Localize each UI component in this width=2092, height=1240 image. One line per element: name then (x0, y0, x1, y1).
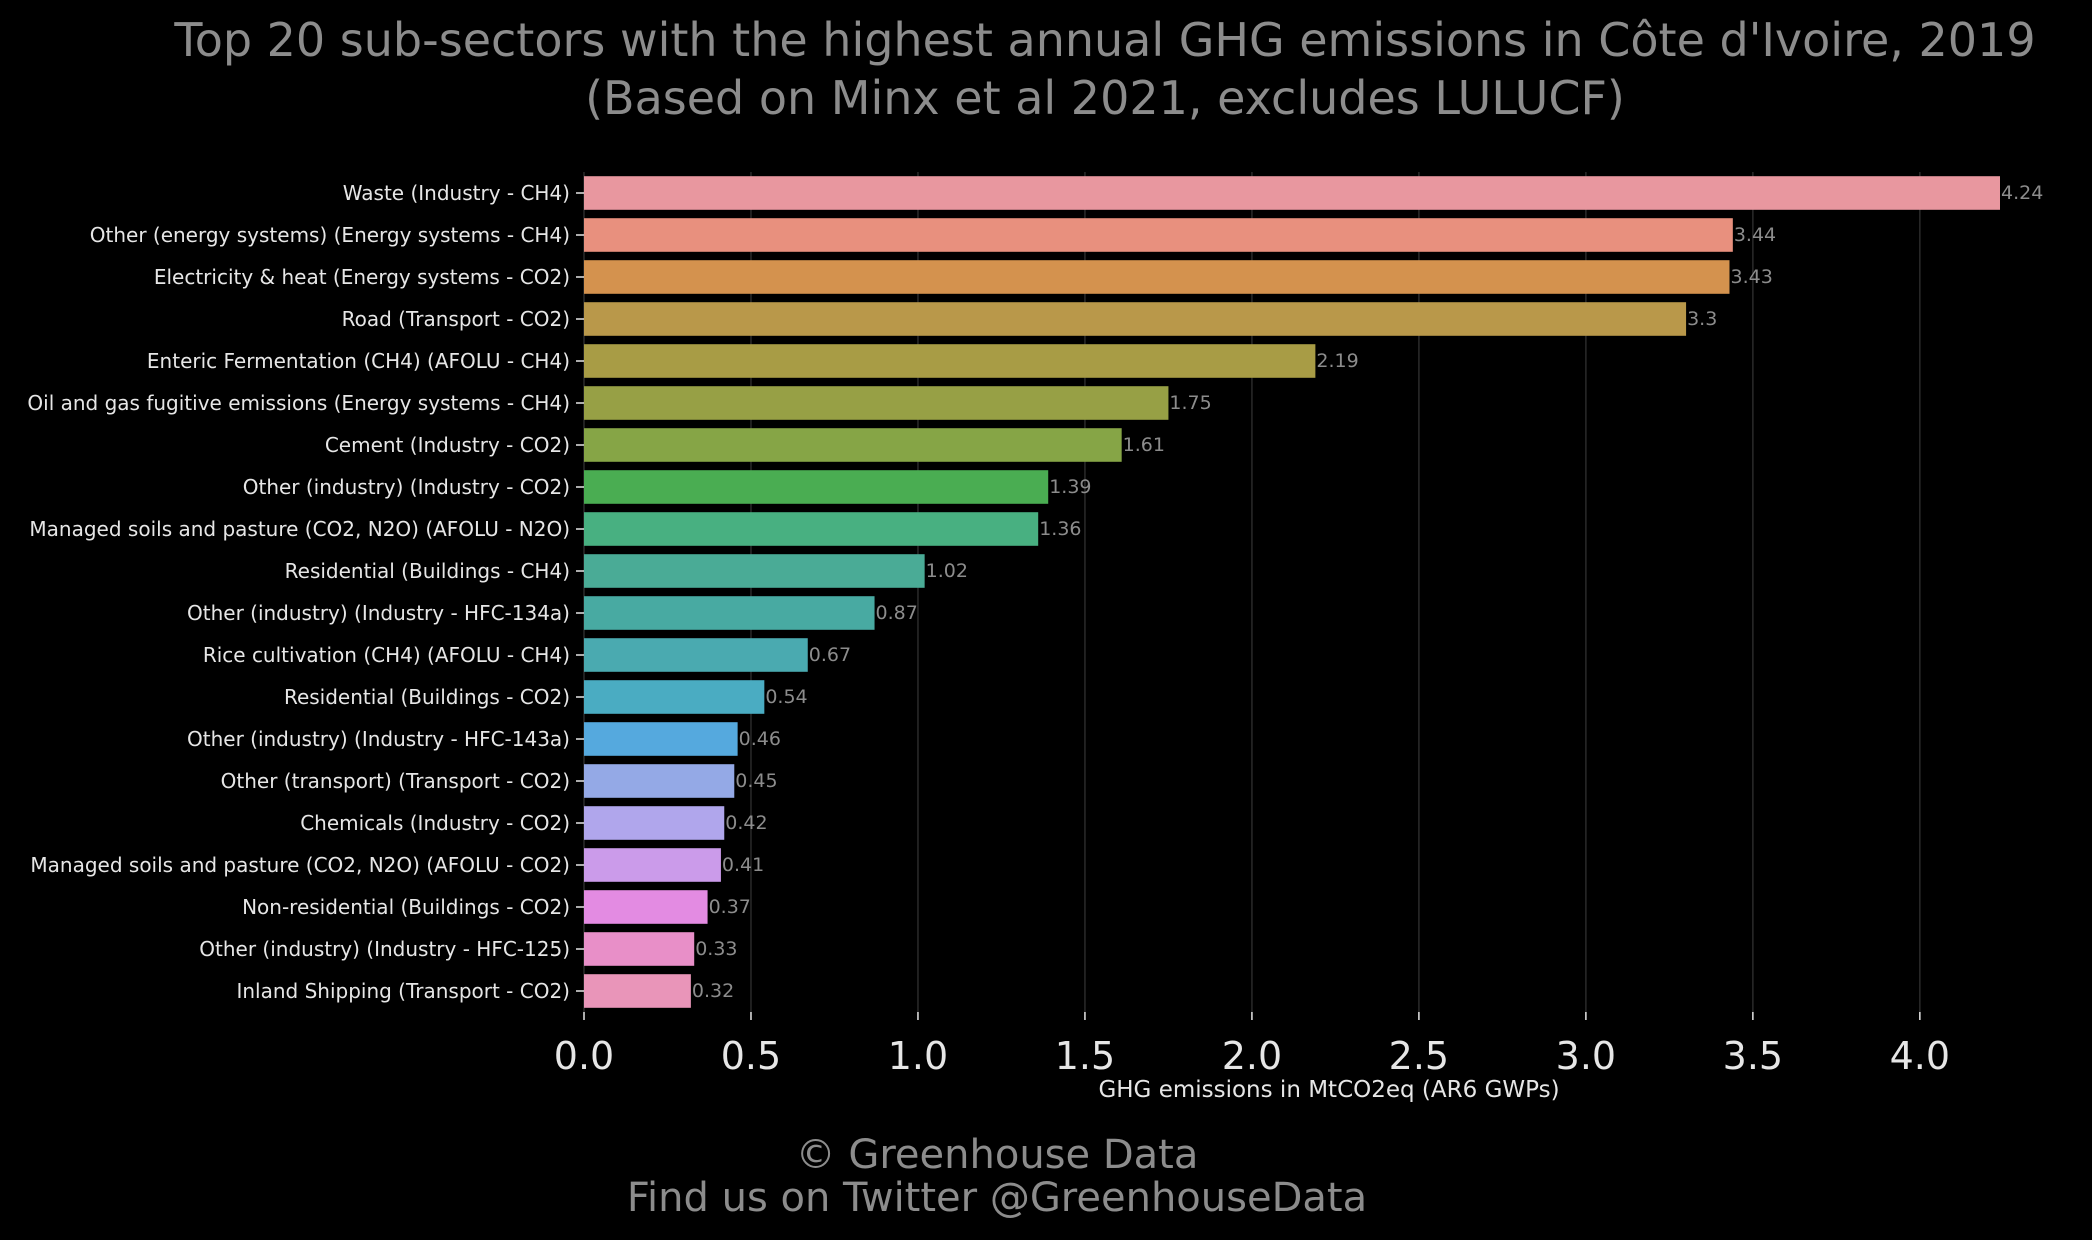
y-tick-label: Other (industry) (Industry - HFC-134a) (187, 601, 570, 625)
y-tick-label: Other (industry) (Industry - HFC-125) (199, 937, 570, 961)
y-tick-labels: Waste (Industry - CH4) Other (energy syst… (27, 181, 584, 1003)
x-tick-label: 0.0 (554, 1034, 614, 1078)
x-tick-label: 3.5 (1723, 1034, 1783, 1078)
y-tick-label: Waste (Industry - CH4) (343, 181, 570, 205)
bar (584, 512, 1039, 546)
chart-title: Top 20 sub-sectors with the highest annu… (173, 13, 2035, 67)
bar (584, 974, 691, 1008)
footer-copyright: © Greenhouse Data (796, 1132, 1199, 1178)
data-label: 1.39 (1049, 476, 1091, 498)
data-label: 0.87 (876, 602, 918, 624)
y-tick-label: Other (transport) (Transport - CO2) (221, 769, 570, 793)
value-labels: 4.24 3.44 3.43 3.3 2.19 1.751.61 1.39 1.36 1.02 0… (692, 182, 2043, 1002)
bar (584, 848, 721, 882)
data-label: 0.46 (739, 728, 781, 750)
x-tick-label: 2.5 (1389, 1034, 1449, 1078)
data-label: 3.43 (1730, 266, 1772, 288)
data-label: 0.54 (765, 686, 807, 708)
y-tick-label: Inland Shipping (Transport - CO2) (236, 979, 570, 1003)
data-label: 3.3 (1687, 308, 1717, 330)
bar (584, 218, 1733, 252)
data-label: 4.24 (2001, 182, 2043, 204)
x-axis-label: GHG emissions in MtCO2eq (AR6 GWPs) (1098, 1077, 1559, 1103)
data-label: 1.02 (926, 560, 968, 582)
y-tick-label: Residential (Buildings - CH4) (285, 559, 570, 583)
x-tick-label: 0.5 (721, 1034, 781, 1078)
bar (584, 932, 695, 966)
y-tick-label: Enteric Fermentation (CH4) (AFOLU - CH4) (147, 349, 570, 373)
x-tick-label: 3.0 (1556, 1034, 1616, 1078)
y-tick-label: Electricity & heat (Energy systems - CO2… (154, 265, 570, 289)
data-label: 0.32 (692, 980, 734, 1002)
y-tick-label: Rice cultivation (CH4) (AFOLU - CH4) (203, 643, 570, 667)
y-tick-label: Non-residential (Buildings - CO2) (242, 895, 570, 919)
x-tick-label: 1.5 (1055, 1034, 1115, 1078)
y-tick-label: Oil and gas fugitive emissions (Energy s… (27, 391, 570, 415)
data-label: 0.33 (695, 938, 737, 960)
data-label: 1.36 (1039, 518, 1081, 540)
bar (584, 890, 708, 924)
bar (584, 386, 1169, 420)
bar (584, 554, 925, 588)
data-label: 2.19 (1316, 350, 1358, 372)
data-label: 0.41 (722, 854, 764, 876)
bar (584, 176, 2000, 210)
data-label: 0.37 (709, 896, 751, 918)
bar (584, 428, 1122, 462)
data-label: 0.42 (725, 812, 767, 834)
data-label: 3.44 (1734, 224, 1776, 246)
y-tick-label: Other (industry) (Industry - HFC-143a) (187, 727, 570, 751)
y-tick-label: Other (energy systems) (Energy systems -… (90, 223, 570, 247)
bar (584, 680, 765, 714)
bar (584, 764, 735, 798)
x-tick-labels: 0.0 0.5 1.0 1.5 2.0 2.5 3.0 3.5 4.0 (554, 1012, 1950, 1078)
x-tick-label: 1.0 (888, 1034, 948, 1078)
bar (584, 722, 738, 756)
bar (584, 470, 1049, 504)
bar (584, 806, 725, 840)
bar (584, 260, 1730, 294)
y-tick-label: Cement (Industry - CO2) (325, 433, 570, 457)
chart-subtitle: (Based on Minx et al 2021, excludes LULU… (585, 71, 1625, 125)
data-label: 0.67 (809, 644, 851, 666)
y-tick-label: Chemicals (Industry - CO2) (300, 811, 570, 835)
bars (584, 176, 2000, 1008)
y-tick-label: Road (Transport - CO2) (342, 307, 570, 331)
bar (584, 596, 875, 630)
grid-lines (583, 172, 1921, 1012)
data-label: 0.45 (735, 770, 777, 792)
data-label: 1.75 (1169, 392, 1211, 414)
y-tick-label: Managed soils and pasture (CO2, N2O) (AF… (29, 517, 570, 541)
data-label: 1.61 (1123, 434, 1165, 456)
footer-twitter: Find us on Twitter @GreenhouseData (627, 1175, 1367, 1221)
bar (584, 638, 808, 672)
x-tick-label: 2.0 (1222, 1034, 1282, 1078)
x-tick-label: 4.0 (1890, 1034, 1950, 1078)
y-tick-label: Other (industry) (Industry - CO2) (243, 475, 570, 499)
bar (584, 302, 1687, 336)
y-tick-label: Managed soils and pasture (CO2, N2O) (AF… (30, 853, 570, 877)
y-tick-label: Residential (Buildings - CO2) (284, 685, 570, 709)
bar (584, 344, 1316, 378)
